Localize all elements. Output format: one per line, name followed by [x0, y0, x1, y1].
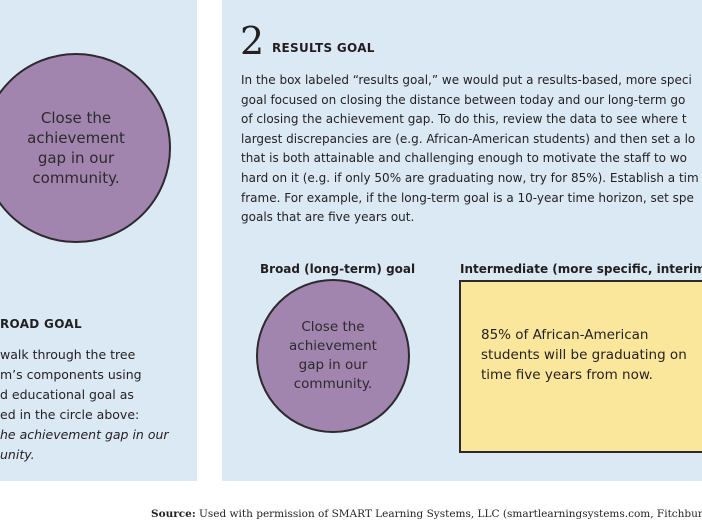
paragraph-line: largest discrepancies are (e.g. African-… — [241, 131, 696, 146]
results-goal-heading: RESULTS GOAL — [272, 41, 375, 55]
broad-goal-italic-line: unity. — [0, 447, 35, 462]
broad-goal-label: Broad (long-term) goal — [260, 262, 416, 276]
paragraph-line: goals that are five years out. — [241, 210, 415, 225]
source-text: Used with permission of SMART Learning S… — [199, 508, 702, 520]
broad-goal-circle-small-text: Close the achievement gap in our communi… — [289, 319, 377, 392]
paragraph-line: hard on it (e.g. if only 50% are graduat… — [241, 170, 699, 185]
step-number: 2 — [240, 19, 265, 63]
broad-goal-circle: Close the achievement gap in our communi… — [0, 53, 171, 243]
results-goal-paragraph: In the box labeled “results goal,” we wo… — [241, 71, 702, 228]
paragraph-line: that is both attainable and challenging … — [241, 151, 687, 166]
source-label: Source: — [151, 508, 196, 520]
intermediate-goal-box: 85% of African-American students will be… — [459, 280, 702, 453]
broad-goal-line: ed in the circle above: — [0, 407, 140, 422]
paragraph-line: goal focused on closing the distance bet… — [241, 92, 686, 107]
broad-goal-circle-small: Close the achievement gap in our communi… — [256, 279, 410, 433]
broad-goal-circle-text: Close the achievement gap in our communi… — [27, 109, 125, 187]
broad-goal-italic-line: he achievement gap in our — [0, 427, 169, 442]
paragraph-line: frame. For example, if the long-term goa… — [241, 190, 694, 205]
paragraph-line: In the box labeled “results goal,” we wo… — [241, 73, 692, 87]
results-goal-panel: 2 RESULTS GOAL In the box labeled “resul… — [222, 0, 702, 481]
broad-goal-heading: ROAD GOAL — [0, 317, 82, 331]
broad-goal-line: d educational goal as — [0, 387, 134, 402]
broad-goal-line: m’s components using — [0, 367, 142, 382]
broad-goal-panel: Close the achievement gap in our communi… — [0, 0, 197, 481]
broad-goal-line: walk through the tree — [0, 347, 136, 362]
source-credit: Source: Used with permission of SMART Le… — [151, 508, 702, 520]
intermediate-goal-label: Intermediate (more specific, interim) g — [460, 262, 702, 276]
intermediate-goal-text: 85% of African-American students will be… — [481, 327, 687, 383]
broad-goal-description: walk through the tree m’s components usi… — [0, 345, 200, 465]
paragraph-line: of closing the achievement gap. To do th… — [241, 112, 687, 127]
